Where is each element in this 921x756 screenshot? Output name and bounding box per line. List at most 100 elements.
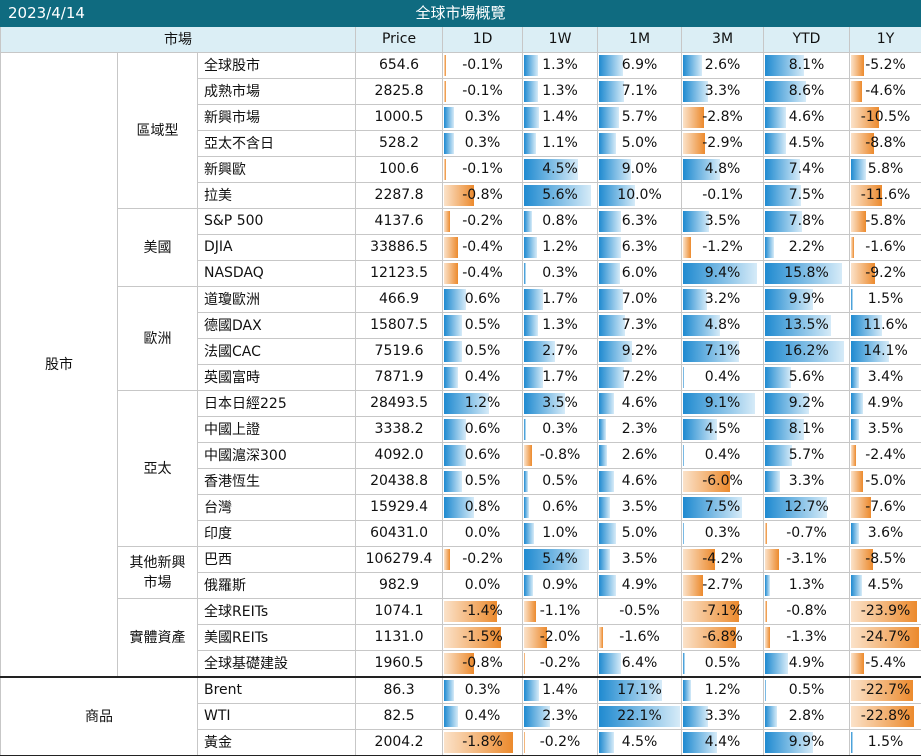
return-value: 15.8% — [784, 264, 829, 281]
return-3m-cell: 0.5% — [681, 649, 765, 677]
price-value: 1960.5 — [355, 649, 444, 677]
negative-databar — [444, 80, 446, 102]
positive-databar — [851, 288, 854, 310]
negative-databar — [444, 210, 450, 232]
price-value: 15929.4 — [355, 493, 444, 521]
negative-databar — [683, 548, 716, 570]
positive-databar — [599, 366, 625, 388]
negative-databar — [683, 626, 737, 648]
positive-databar — [524, 210, 532, 232]
return-3m-cell: 7.1% — [681, 337, 765, 365]
price-value: 3338.2 — [355, 415, 444, 443]
positive-databar — [444, 132, 454, 154]
return-value: 0.5% — [464, 316, 501, 333]
positive-databar — [524, 705, 551, 727]
return-value: -0.2% — [539, 654, 581, 671]
return-value: 4.6% — [788, 108, 825, 125]
return-value: 5.7% — [788, 446, 825, 463]
return-1y-cell: 4.5% — [849, 571, 921, 599]
return-1y-cell: 11.6% — [849, 311, 921, 339]
price-value: 1131.0 — [355, 623, 444, 651]
return-value: 0.6% — [464, 290, 501, 307]
return-ytd-cell: 9.9% — [763, 728, 851, 756]
group-label: 亞太 — [117, 389, 198, 547]
return-1w-cell: 1.3% — [522, 77, 599, 105]
return-value: 4.5% — [704, 420, 741, 437]
return-value: 14.1% — [863, 342, 908, 359]
return-value: 0.9% — [542, 576, 578, 593]
positive-databar — [599, 314, 625, 336]
negative-databar — [765, 600, 768, 622]
return-ytd-cell: 4.5% — [763, 129, 851, 157]
negative-databar — [851, 106, 879, 128]
return-ytd-cell: 8.1% — [763, 415, 851, 443]
return-1w-cell: 1.3% — [522, 51, 599, 79]
market-name: 新興市場 — [196, 103, 357, 131]
return-1d-cell: -1.8% — [442, 728, 524, 756]
return-1d-cell: -0.4% — [442, 259, 524, 287]
return-3m-cell: 1.2% — [681, 675, 765, 704]
positive-databar — [765, 106, 787, 128]
return-3m-cell: 9.1% — [681, 389, 765, 417]
report-date: 2023/4/14 — [8, 4, 85, 22]
return-1m-cell: 9.2% — [597, 337, 683, 365]
return-1y-cell: -7.6% — [849, 493, 921, 521]
return-1y-cell: -5.0% — [849, 467, 921, 495]
return-value: 4.5% — [542, 160, 578, 177]
return-value: 2.6% — [704, 56, 741, 73]
positive-databar — [683, 705, 708, 727]
return-1y-cell: -8.8% — [849, 129, 921, 157]
group-label: 實體資產 — [117, 597, 198, 677]
positive-databar — [599, 705, 681, 727]
return-1w-cell: 2.7% — [522, 337, 599, 365]
market-name: DJIA — [196, 233, 357, 261]
return-1y-cell: -2.4% — [849, 441, 921, 469]
positive-databar — [683, 444, 685, 466]
return-1m-cell: -0.5% — [597, 597, 683, 625]
return-3m-cell: 0.4% — [681, 441, 765, 469]
positive-databar — [524, 262, 526, 284]
positive-databar — [524, 106, 540, 128]
return-value: -0.2% — [462, 212, 503, 229]
col-header-1m: 1M — [597, 27, 683, 53]
positive-databar — [444, 444, 466, 466]
return-value: 4.9% — [788, 654, 825, 671]
return-1w-cell: 0.3% — [522, 415, 599, 443]
positive-databar — [851, 314, 882, 336]
return-ytd-cell: 7.5% — [763, 181, 851, 209]
positive-databar — [851, 731, 854, 753]
negative-databar — [851, 132, 875, 154]
return-1y-cell: -1.6% — [849, 233, 921, 261]
positive-databar — [683, 366, 685, 388]
return-value: 5.7% — [621, 108, 658, 125]
return-value: -10.5% — [860, 108, 911, 125]
return-1y-cell: 5.8% — [849, 155, 921, 183]
positive-databar — [444, 418, 466, 440]
return-value: -7.1% — [702, 602, 743, 619]
return-value: -0.7% — [786, 524, 827, 541]
return-value: 9.1% — [704, 394, 741, 411]
return-value: 4.6% — [621, 394, 658, 411]
return-value: 3.5% — [542, 394, 578, 411]
return-value: 17.1% — [617, 681, 662, 698]
return-1d-cell: -0.1% — [442, 51, 524, 79]
return-value: 2.6% — [621, 446, 658, 463]
table-row: 商品 Brent 86.3 0.3% 1.4% 17.1% 1.2% 0.5% -22.7% — [0, 675, 921, 756]
return-value: -1.2% — [702, 238, 743, 255]
return-value: 6.0% — [621, 264, 658, 281]
return-value: 9.2% — [621, 342, 658, 359]
return-value: 2.8% — [788, 707, 825, 724]
positive-databar — [765, 158, 801, 180]
return-1y-cell: -24.7% — [849, 623, 921, 651]
return-ytd-cell: 13.5% — [763, 311, 851, 339]
positive-databar — [683, 731, 717, 753]
return-value: 7.1% — [704, 342, 741, 359]
return-1d-cell: -0.1% — [442, 77, 524, 105]
negative-databar — [444, 262, 458, 284]
return-value: -0.8% — [462, 654, 503, 671]
market-name: NASDAQ — [196, 259, 357, 287]
return-1y-cell: 4.9% — [849, 389, 921, 417]
positive-databar — [851, 574, 862, 596]
positive-databar — [599, 392, 615, 414]
return-value: 2.7% — [542, 342, 578, 359]
